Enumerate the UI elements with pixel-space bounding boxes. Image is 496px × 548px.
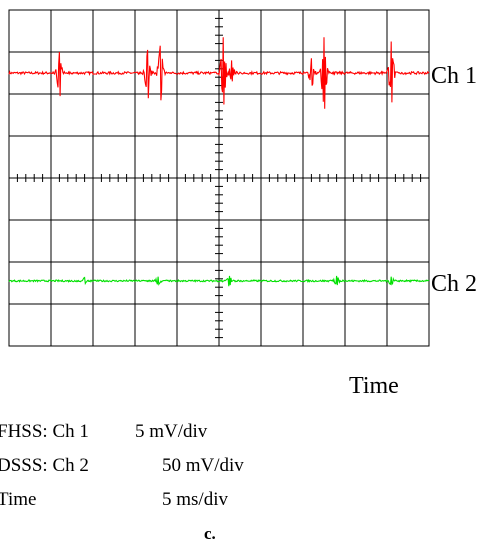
legend-scale: 50 mV/div	[162, 455, 244, 476]
legend-name: FHSS: Ch 1	[0, 421, 89, 442]
time-axis-label: Time	[349, 373, 399, 399]
trace-ch2	[8, 275, 430, 287]
oscilloscope-plot	[8, 9, 430, 347]
legend-name: DSSS: Ch 2	[0, 455, 89, 476]
legend-name: Time	[0, 489, 37, 510]
figure-caption: c.	[204, 524, 216, 543]
legend-scale: 5 mV/div	[135, 421, 208, 442]
ch2-label: Ch 2	[431, 271, 478, 297]
legend-scale: 5 ms/div	[162, 489, 228, 510]
trace-ch1	[8, 37, 430, 109]
traces	[8, 37, 430, 287]
ch1-label: Ch 1	[431, 63, 478, 89]
grid	[8, 9, 430, 347]
